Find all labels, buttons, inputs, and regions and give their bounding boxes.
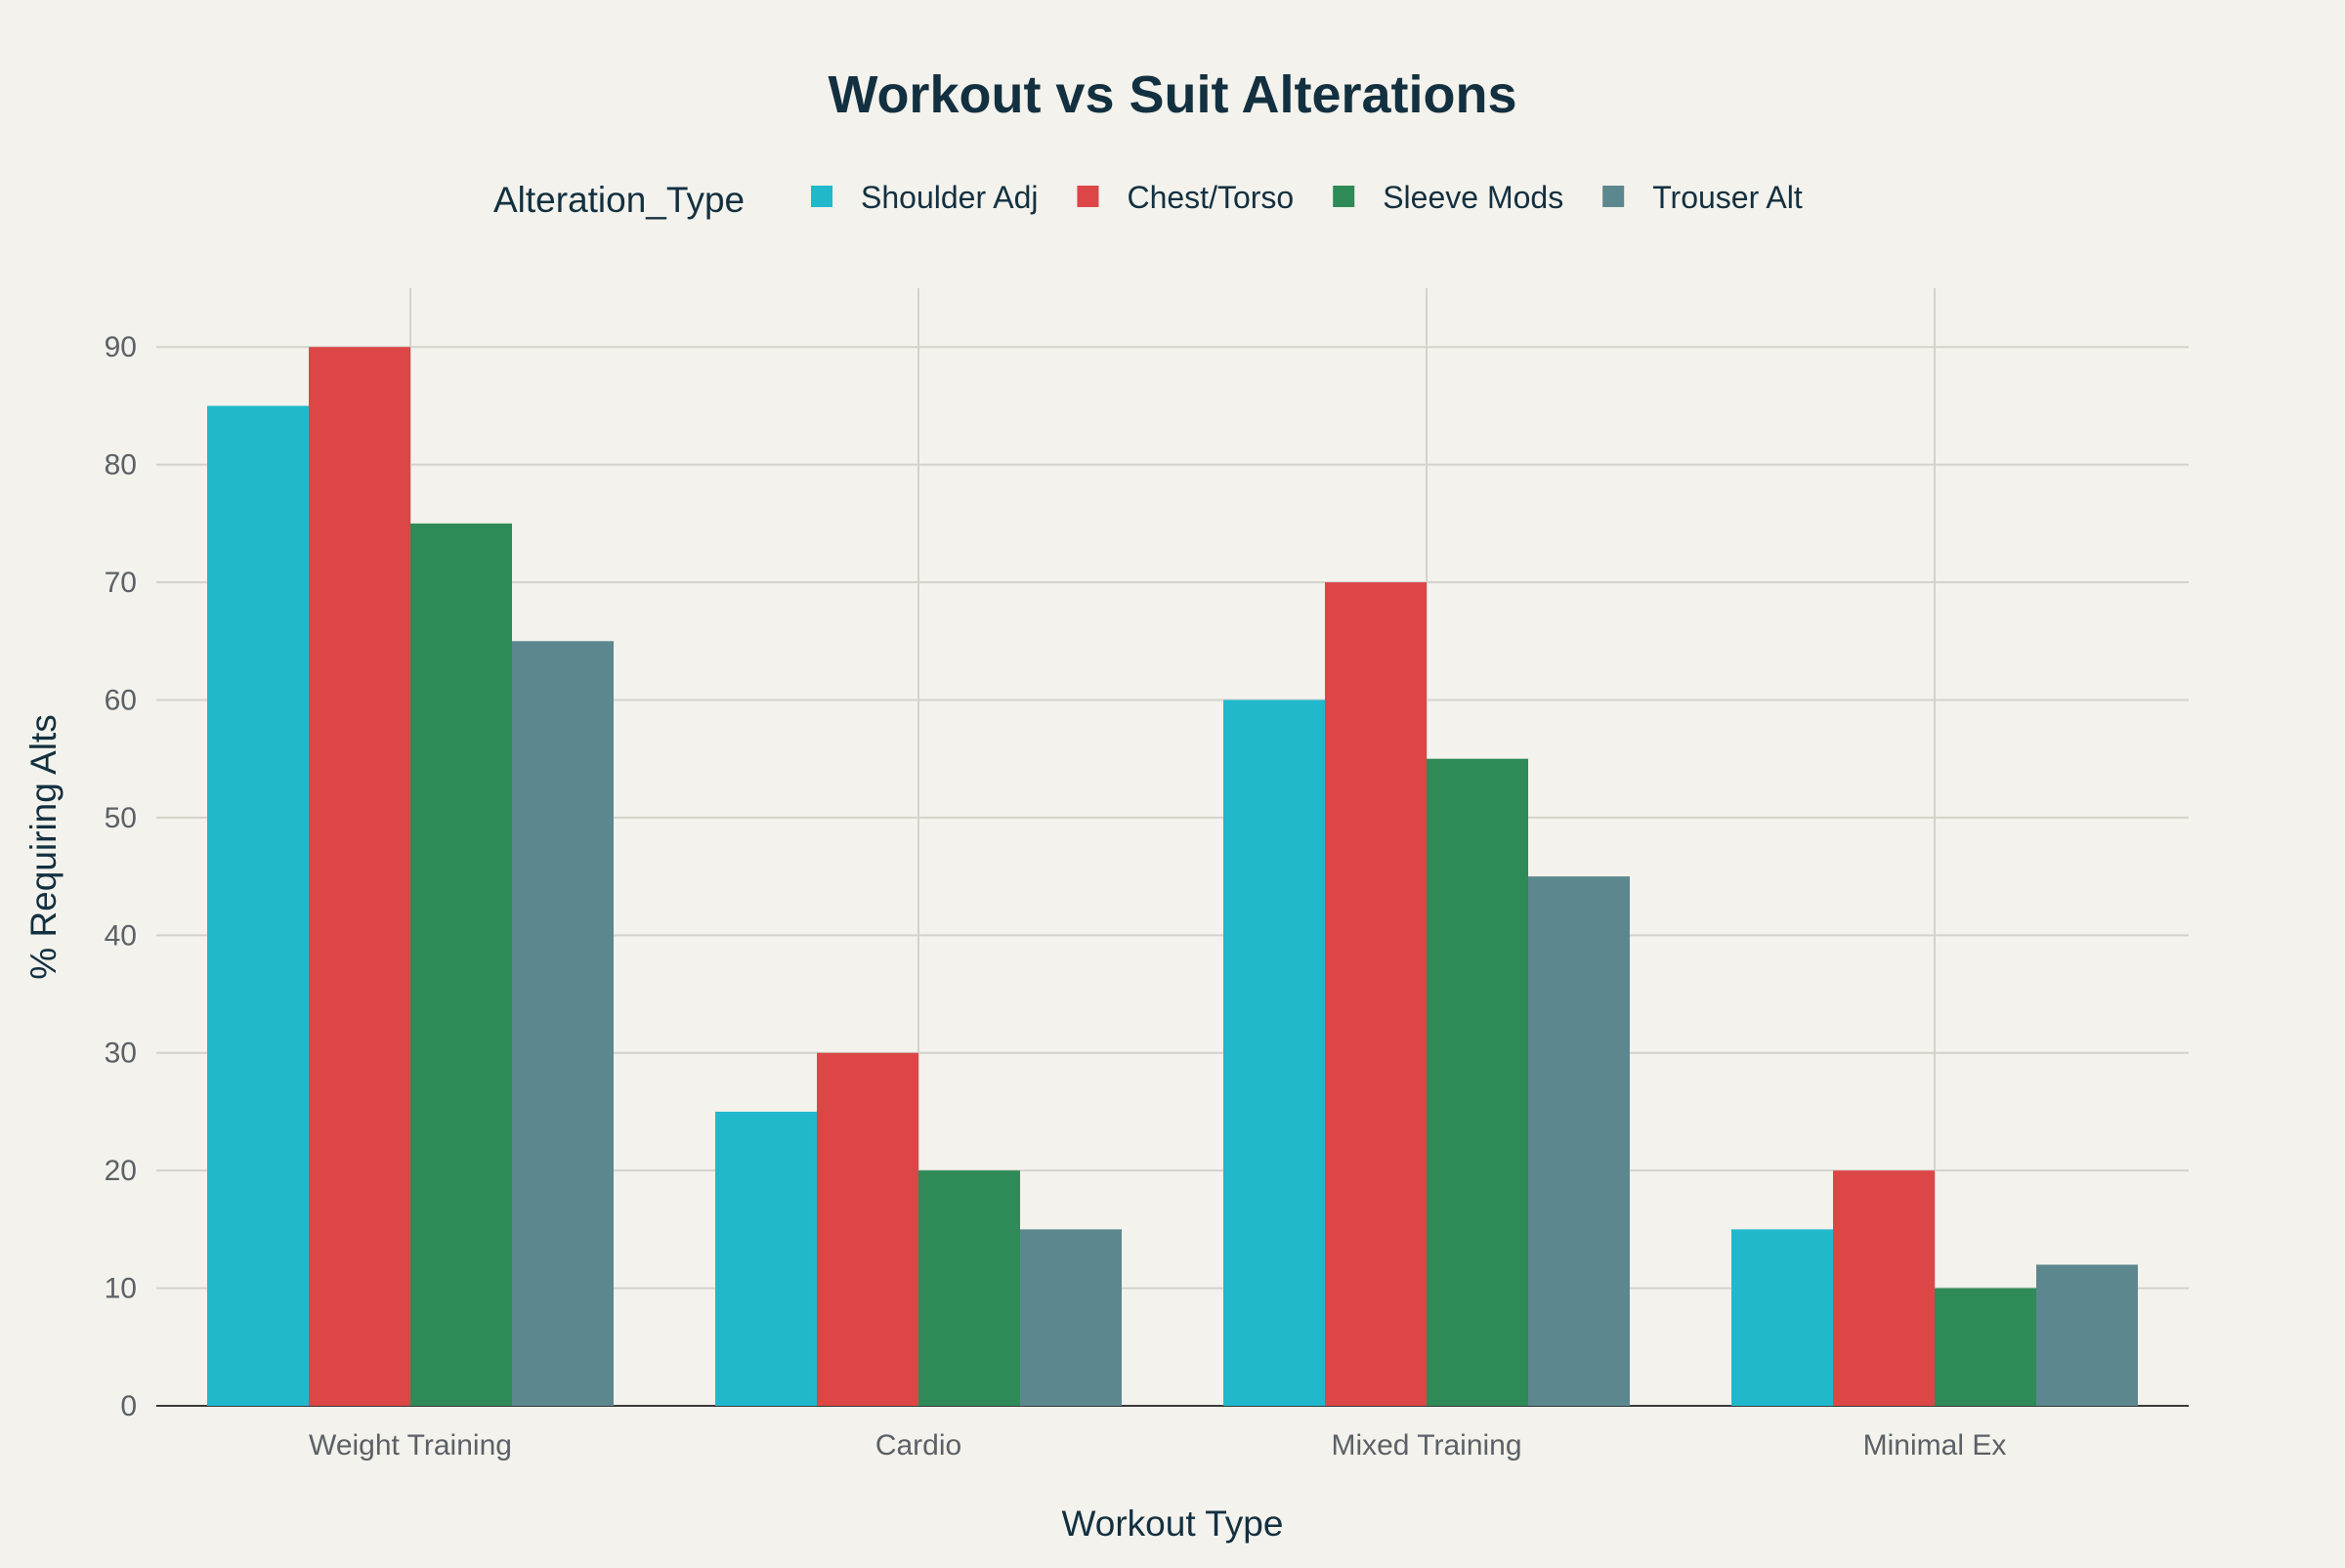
bar bbox=[1223, 699, 1325, 1406]
x-tick-label: Cardio bbox=[875, 1429, 961, 1462]
y-axis: 0 10 20 30 40 50 60 70 80 90 bbox=[105, 331, 137, 1422]
bar bbox=[207, 405, 309, 1407]
bar bbox=[1935, 1288, 2036, 1406]
bar bbox=[1731, 1229, 1833, 1406]
bar bbox=[1427, 758, 1528, 1406]
bar bbox=[2036, 1264, 2138, 1406]
legend: Alteration_Type Shoulder Adj Chest/Torso S… bbox=[493, 180, 1803, 220]
bar bbox=[1020, 1229, 1122, 1406]
legend-label: Shoulder Adj bbox=[861, 180, 1038, 215]
legend-swatch bbox=[811, 186, 832, 207]
bar bbox=[1325, 582, 1427, 1406]
legend-label: Chest/Torso bbox=[1127, 180, 1294, 215]
bar bbox=[1833, 1170, 1935, 1406]
bar bbox=[309, 347, 410, 1406]
bar bbox=[918, 1170, 1020, 1406]
y-tick-label: 60 bbox=[105, 684, 137, 716]
legend-swatch bbox=[1077, 186, 1099, 207]
y-axis-title: % Requiring Alts bbox=[23, 714, 64, 979]
legend-swatch bbox=[1602, 186, 1625, 207]
y-tick-label: 90 bbox=[105, 331, 137, 363]
legend-title: Alteration_Type bbox=[493, 180, 745, 220]
x-axis: Weight Training Cardio Mixed Training Minim… bbox=[309, 1429, 2006, 1462]
y-tick-label: 20 bbox=[105, 1155, 137, 1187]
legend-swatch bbox=[1333, 186, 1355, 207]
y-tick-label: 70 bbox=[105, 567, 137, 599]
bar bbox=[715, 1111, 817, 1406]
bar bbox=[817, 1052, 918, 1406]
bars bbox=[207, 347, 2138, 1407]
chart-title: Workout vs Suit Alterations bbox=[828, 65, 1516, 124]
y-tick-label: 50 bbox=[105, 802, 137, 834]
x-axis-title: Workout Type bbox=[1062, 1504, 1284, 1544]
y-tick-label: 0 bbox=[120, 1390, 137, 1422]
x-tick-label: Minimal Ex bbox=[1863, 1429, 2007, 1462]
y-tick-label: 10 bbox=[105, 1273, 137, 1305]
y-tick-label: 80 bbox=[105, 449, 137, 482]
legend-label: Trouser Alt bbox=[1652, 180, 1803, 215]
bar bbox=[410, 523, 512, 1406]
y-tick-label: 40 bbox=[105, 919, 137, 952]
legend-label: Sleeve Mods bbox=[1383, 180, 1563, 215]
y-tick-label: 30 bbox=[105, 1038, 137, 1070]
bar bbox=[1528, 876, 1630, 1406]
x-tick-label: Weight Training bbox=[309, 1429, 512, 1462]
x-tick-label: Mixed Training bbox=[1331, 1429, 1521, 1462]
bar bbox=[512, 641, 614, 1406]
